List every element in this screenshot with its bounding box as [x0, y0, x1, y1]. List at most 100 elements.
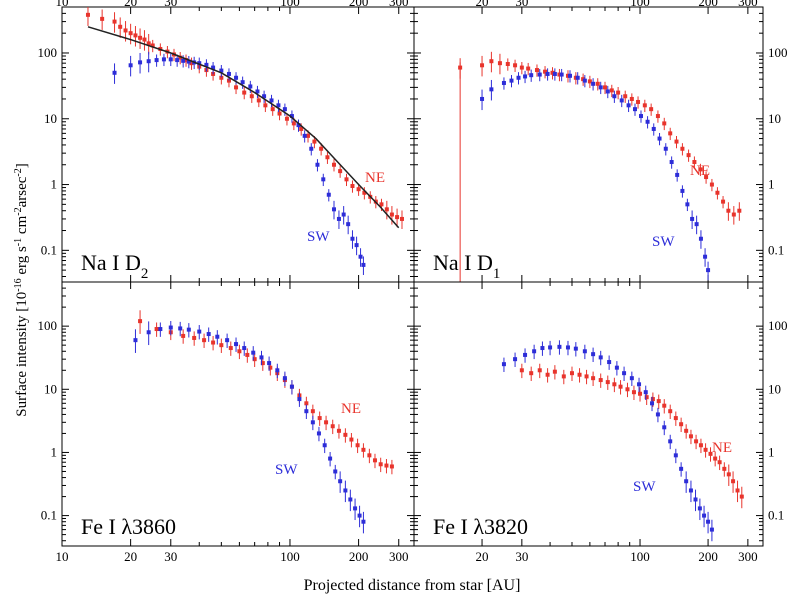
data-point [259, 355, 264, 360]
data-point [395, 215, 400, 220]
data-point [577, 372, 582, 377]
data-point [651, 126, 656, 131]
data-point [175, 58, 180, 63]
data-point [684, 479, 689, 484]
x-tick-label: 200 [698, 549, 718, 564]
x-tick-label: 20 [476, 0, 489, 9]
data-point [304, 409, 309, 414]
data-point [598, 355, 603, 360]
data-point [260, 361, 265, 366]
x-tick-label: 200 [349, 0, 369, 9]
label-NE: NE [690, 163, 710, 179]
data-point [655, 412, 660, 417]
data-point [614, 365, 619, 370]
data-point [537, 72, 542, 77]
x-tick-label: 20 [124, 549, 137, 564]
data-point [529, 73, 534, 78]
label-NE: NE [341, 401, 361, 417]
data-point [739, 494, 744, 499]
y-axis-label: Surface intensity [10-16 erg s-1 cm-2ars… [13, 163, 31, 416]
data-point [626, 103, 631, 108]
data-point [211, 340, 216, 345]
panel-title: Na I D1 [433, 250, 500, 282]
data-point [591, 81, 596, 86]
panel-data [501, 340, 744, 542]
data-point [692, 160, 697, 165]
data-point [721, 199, 726, 204]
data-point [552, 71, 557, 76]
data-point [355, 443, 360, 448]
y-tick-label: 0.1 [41, 242, 57, 257]
data-point [378, 462, 383, 467]
data-point [582, 349, 587, 354]
data-point [607, 360, 612, 365]
data-point [598, 378, 603, 383]
data-point [688, 488, 693, 493]
data-point [543, 69, 548, 74]
data-point [698, 167, 703, 172]
x-tick-label: 100 [630, 0, 650, 9]
y-tick-label: 0.1 [768, 508, 784, 523]
data-point [642, 103, 647, 108]
data-point [118, 24, 123, 29]
data-point [587, 79, 592, 84]
data-point [346, 222, 351, 227]
data-point [557, 344, 562, 349]
data-point [349, 437, 354, 442]
panel-frame [61, 281, 415, 547]
data-point [138, 60, 143, 65]
panel-bottom-right: 20 30 100 200 300 0.1 1 10 100 NE SW Fe I λ3820 [413, 281, 788, 564]
data-point [638, 391, 643, 396]
y-tick-label: 1 [768, 444, 775, 459]
data-point [737, 208, 742, 213]
data-point [582, 78, 587, 83]
data-point [657, 136, 662, 141]
data-point [629, 376, 634, 381]
data-point [133, 338, 138, 343]
data-point [325, 155, 330, 160]
data-point [299, 126, 304, 131]
data-point [146, 330, 151, 335]
data-point [656, 399, 661, 404]
data-point [237, 349, 242, 354]
x-tick-label: 300 [738, 549, 758, 564]
data-point [569, 371, 574, 376]
data-point [598, 85, 603, 90]
data-point [154, 58, 159, 63]
data-point [248, 84, 253, 89]
data-point [100, 16, 105, 21]
x-tick-label: 30 [515, 549, 528, 564]
data-point [706, 519, 711, 524]
data-point [219, 343, 224, 348]
data-point [372, 458, 377, 463]
data-point [384, 207, 389, 212]
data-point [693, 497, 698, 502]
data-point [289, 114, 294, 119]
data-point [326, 192, 331, 197]
data-point [609, 88, 614, 93]
data-point [146, 59, 151, 64]
data-point [565, 345, 570, 350]
data-point [330, 424, 335, 429]
data-point [706, 268, 711, 273]
data-point [548, 345, 553, 350]
series-NE [519, 363, 744, 509]
data-point [673, 453, 678, 458]
data-point [680, 188, 685, 193]
data-point [206, 332, 211, 337]
data-point [575, 75, 580, 80]
data-point [228, 346, 233, 351]
data-point [384, 463, 389, 468]
data-point [389, 212, 394, 217]
data-point [697, 506, 702, 511]
data-point [529, 371, 534, 376]
x-axis-label: Projected distance from star [AU] [304, 577, 521, 594]
data-point [540, 346, 545, 351]
data-point [178, 326, 183, 331]
data-point [354, 243, 359, 248]
data-point [362, 190, 367, 195]
data-point [310, 409, 315, 414]
y-tick-label: 10 [44, 381, 57, 396]
data-point [263, 103, 268, 108]
data-point [552, 369, 557, 374]
